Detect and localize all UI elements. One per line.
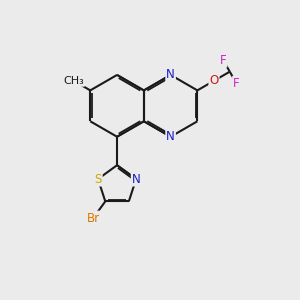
- Text: N: N: [166, 68, 175, 81]
- Text: N: N: [166, 130, 175, 143]
- Text: S: S: [94, 172, 102, 185]
- Text: Br: Br: [87, 212, 100, 225]
- Text: N: N: [132, 172, 140, 185]
- Text: O: O: [209, 74, 219, 87]
- Text: F: F: [233, 77, 240, 90]
- Text: CH₃: CH₃: [63, 76, 84, 86]
- Text: F: F: [220, 54, 226, 67]
